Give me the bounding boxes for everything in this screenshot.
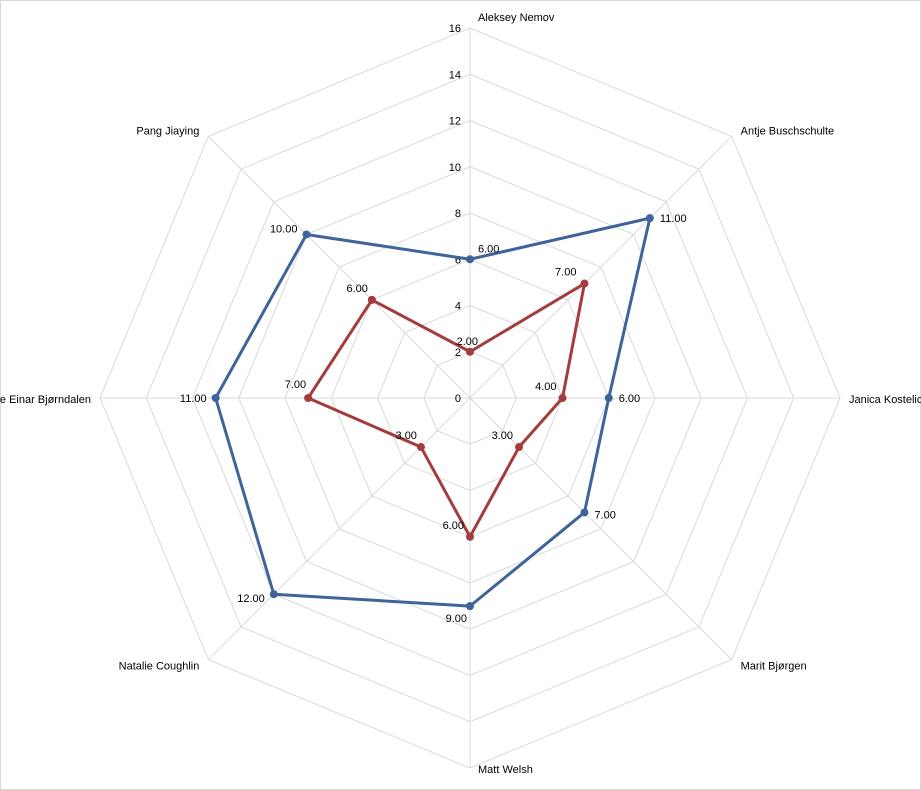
- grid: [99, 27, 841, 769]
- data-label: 3.00: [396, 430, 417, 442]
- tick-label: 12: [449, 116, 461, 128]
- data-point: [515, 443, 524, 452]
- data-label: 7.00: [285, 379, 306, 391]
- data-point: [466, 255, 474, 264]
- category-label: Aleksey Nemov: [478, 12, 555, 24]
- category-label: Pang Jiaying: [136, 125, 199, 137]
- tick-label: 6: [455, 254, 461, 266]
- category-label: Ole Einar Bjørndalen: [0, 394, 91, 406]
- radial-tick-labels: 0 2 4 6 8 10 12 14 16: [449, 23, 461, 405]
- axis-spoke: [208, 136, 471, 399]
- data-point: [558, 394, 567, 402]
- data-label: 2.00: [457, 336, 478, 348]
- tick-label: 14: [449, 69, 461, 81]
- data-point: [367, 295, 376, 304]
- data-point: [211, 394, 220, 402]
- data-label: 6.00: [443, 520, 464, 532]
- data-point: [302, 230, 311, 239]
- category-labels: Aleksey Nemov Antje Buschschulte Janica Ko…: [0, 12, 921, 776]
- data-point: [416, 443, 425, 452]
- series-line: [214, 216, 652, 608]
- data-label: 4.00: [535, 381, 556, 393]
- axis-spoke: [208, 397, 471, 660]
- tick-label: 16: [449, 23, 461, 35]
- data-label: 3.00: [492, 430, 513, 442]
- data-label: 11.00: [660, 213, 687, 225]
- data-point: [645, 214, 654, 223]
- data-label: 10.00: [270, 223, 298, 235]
- axis-spoke: [469, 397, 732, 660]
- data-point: [466, 602, 474, 611]
- tick-label: 2: [455, 347, 461, 359]
- data-point: [580, 508, 589, 517]
- data-labels: 6.00 11.00 6.00 7.00 9.00 12.00 11.00 10.00 2.00…: [180, 213, 687, 625]
- axis-spoke: [469, 136, 732, 399]
- data-point: [269, 590, 278, 599]
- data-label: 6.00: [346, 283, 367, 295]
- tick-label: 10: [449, 162, 461, 174]
- series-line: [306, 282, 586, 539]
- data-point: [466, 347, 474, 356]
- tick-label: 0: [455, 393, 461, 405]
- data-label: 6.00: [619, 393, 640, 405]
- data-label: 6.00: [478, 243, 499, 255]
- category-label: Natalie Coughlin: [119, 661, 200, 673]
- data-point: [604, 394, 613, 402]
- tick-label: 4: [455, 301, 461, 313]
- category-label: Antje Buschschulte: [741, 125, 835, 137]
- data-label: 7.00: [555, 267, 576, 279]
- data-point: [304, 394, 313, 402]
- data-label: 7.00: [594, 509, 615, 521]
- category-label: Marit Bjørgen: [741, 661, 807, 673]
- data-point: [580, 279, 589, 288]
- data-point: [466, 532, 474, 541]
- category-label: Matt Welsh: [478, 764, 533, 776]
- tick-label: 8: [455, 208, 461, 220]
- category-label: Janica Kostelic: [849, 394, 921, 406]
- data-label: 12.00: [237, 593, 265, 605]
- data-label: 11.00: [180, 393, 207, 405]
- data-label: 9.00: [446, 613, 467, 625]
- series: [211, 214, 654, 611]
